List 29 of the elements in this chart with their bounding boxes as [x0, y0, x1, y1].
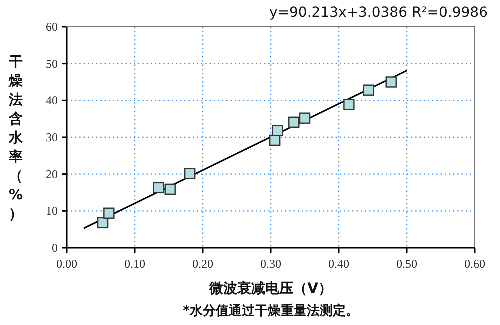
y-tick-label: 30 — [46, 130, 58, 144]
text: *水分值通过干燥重量法测定。 — [183, 303, 359, 319]
x-tick-label: 0.40 — [328, 257, 350, 271]
point — [363, 84, 375, 96]
x-tick-label: 0.60 — [464, 257, 486, 271]
point — [386, 76, 397, 88]
point — [104, 208, 115, 219]
y-tick-label: 20 — [46, 167, 58, 182]
x-tick-label: 0.50 — [396, 257, 418, 271]
x-tick-label: 0.00 — [56, 257, 78, 271]
text: 干燥法含水率（%） — [8, 54, 24, 222]
point — [288, 116, 300, 128]
y-tick-label: 0 — [52, 241, 58, 255]
x-tick-label: 0.20 — [192, 257, 214, 271]
point — [272, 125, 284, 136]
y-tick-label: 60 — [46, 20, 58, 34]
point — [184, 168, 196, 180]
y-tick-label: 40 — [46, 94, 58, 108]
y-tick-label: 50 — [46, 56, 58, 71]
point — [97, 217, 109, 229]
point — [164, 184, 176, 196]
y-tick-label: 10 — [46, 204, 58, 218]
x-tick-label: 0.10 — [124, 257, 146, 271]
point — [299, 112, 311, 124]
x-tick-label: 0.30 — [260, 257, 282, 271]
x-axis-title: 微波衰减电压（V） — [208, 280, 332, 297]
point — [344, 99, 355, 110]
text: y=90.213x+3.0386 R²=0.9986 — [269, 5, 488, 21]
point — [153, 182, 164, 194]
